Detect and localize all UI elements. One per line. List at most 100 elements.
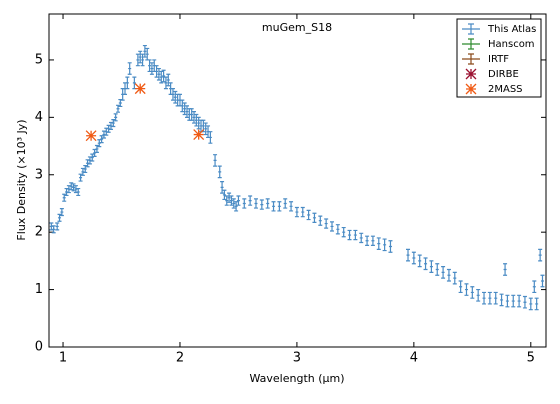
error-bar	[423, 257, 428, 271]
error-bar	[49, 222, 54, 231]
error-bar	[208, 131, 213, 144]
error-bar	[108, 121, 113, 131]
error-bar	[259, 199, 264, 210]
error-bar	[73, 185, 78, 194]
error-bar	[234, 201, 239, 212]
error-bar	[180, 99, 185, 113]
error-bar	[156, 67, 161, 81]
error-bar	[189, 108, 194, 121]
error-bar	[78, 173, 83, 182]
error-bar	[300, 206, 305, 218]
y-tick-label: 4	[35, 110, 43, 125]
y-tick-label: 5	[35, 52, 43, 67]
y-axis-label: Flux Density (×10³ Jy)	[15, 119, 28, 240]
error-bar	[429, 260, 434, 273]
chart-title: muGem_S18	[262, 21, 332, 34]
error-bar	[359, 232, 364, 244]
error-bar	[464, 283, 469, 296]
error-bar	[66, 185, 71, 194]
error-bar	[227, 192, 232, 203]
error-bar	[382, 238, 387, 252]
legend-marker	[465, 68, 477, 80]
error-bar	[347, 229, 352, 241]
error-bar	[194, 113, 199, 127]
error-bar	[476, 288, 481, 302]
error-bar	[306, 209, 311, 221]
error-bar	[142, 44, 147, 58]
error-bar	[127, 62, 132, 75]
error-bar	[170, 88, 175, 101]
error-bar	[505, 294, 510, 308]
error-bar	[175, 93, 180, 107]
error-bar	[85, 159, 90, 168]
error-bar	[224, 195, 229, 206]
error-bar	[55, 222, 60, 231]
error-bar	[166, 73, 171, 87]
error-bar	[115, 104, 120, 113]
error-bar	[540, 274, 545, 288]
error-bar	[57, 213, 62, 222]
x-tick-label: 5	[527, 351, 535, 366]
error-bar	[83, 164, 88, 174]
error-bar	[370, 235, 375, 246]
error-bar	[329, 221, 334, 232]
error-bar	[59, 208, 64, 217]
error-bar	[294, 206, 299, 218]
error-bar	[528, 297, 533, 311]
error-bar	[446, 268, 451, 282]
x-marker	[193, 129, 205, 141]
error-bar	[149, 62, 154, 75]
error-bar	[51, 225, 56, 234]
error-bar	[217, 165, 222, 179]
x-marker	[85, 130, 97, 142]
error-bar	[203, 122, 208, 136]
error-bar	[111, 119, 116, 128]
error-bar	[312, 212, 317, 224]
error-bar	[253, 198, 258, 209]
x-tick-label: 1	[59, 351, 67, 366]
error-bar	[92, 148, 97, 157]
error-bar	[487, 291, 492, 305]
error-bar	[64, 187, 69, 197]
error-bar	[177, 93, 182, 107]
error-bar	[69, 182, 74, 191]
plot-frame	[48, 13, 547, 348]
error-bar	[159, 70, 164, 84]
error-bar	[120, 88, 125, 101]
error-bar	[248, 195, 253, 206]
legend-marker	[465, 83, 477, 95]
error-bar	[283, 198, 288, 209]
error-bar	[470, 286, 475, 299]
error-bar	[242, 198, 247, 209]
error-bar	[132, 76, 137, 90]
x-marker	[134, 83, 146, 95]
error-bar	[163, 76, 168, 90]
error-bar	[503, 263, 508, 276]
error-bar	[511, 294, 516, 308]
error-bar	[277, 201, 282, 212]
error-bar	[184, 105, 189, 118]
error-bar	[458, 280, 463, 294]
legend-label: Hanscom	[488, 39, 535, 50]
error-bar	[152, 59, 157, 73]
error-bar	[145, 47, 150, 61]
error-bar	[94, 144, 99, 153]
error-bar	[236, 195, 241, 206]
error-bar	[289, 201, 294, 212]
y-tick-label: 3	[35, 167, 43, 182]
error-bar	[192, 111, 197, 124]
legend-label: This Atlas	[487, 24, 536, 35]
error-bar	[71, 183, 76, 192]
error-bar	[123, 82, 128, 95]
error-bar	[97, 139, 102, 148]
x-tick-label: 3	[293, 351, 301, 366]
error-bar	[196, 116, 201, 130]
error-bar	[335, 224, 340, 235]
error-bar	[147, 59, 152, 73]
error-bar	[168, 82, 173, 95]
error-bar	[435, 263, 440, 276]
error-bar	[220, 181, 225, 194]
legend-label: 2MASS	[488, 84, 523, 95]
error-bar	[417, 254, 422, 268]
error-bar	[229, 195, 234, 206]
